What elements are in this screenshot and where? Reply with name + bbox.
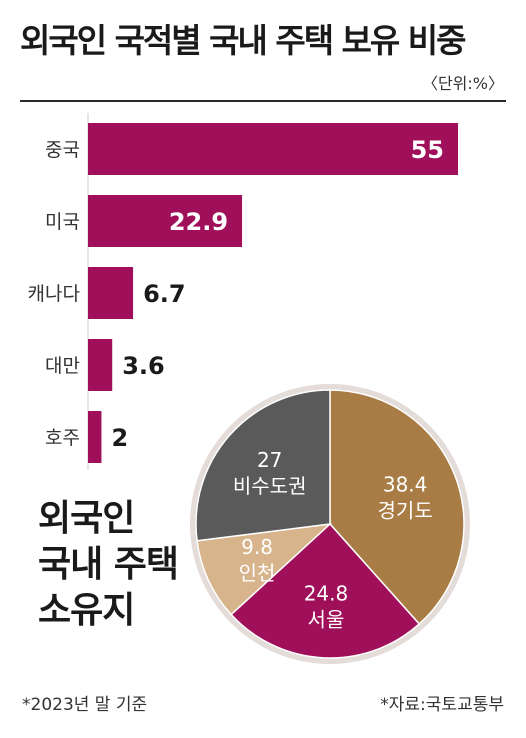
bar-chart: 중국 55 미국 22.9 캐나다 6.7 대만 3.6 호주 2	[28, 113, 458, 470]
pie-slice-value: 24.8	[304, 581, 349, 605]
bar-category-label: 호주	[45, 427, 80, 449]
pie-slice	[329, 389, 465, 626]
bar-value-label: 2	[111, 424, 128, 452]
title-divider	[20, 100, 506, 102]
pie-slice-label: 경기도	[378, 498, 433, 522]
pie-caption-line-3: 소유지	[38, 590, 135, 631]
bar-category-label: 캐나다	[28, 283, 80, 305]
bar-category-label: 미국	[45, 211, 80, 233]
pie-caption: 외국인 국내 주택 소유지	[38, 496, 179, 634]
source-note: *자료:국토교통부	[380, 695, 504, 715]
bar-category-label: 중국	[45, 139, 80, 161]
bar	[88, 195, 243, 247]
bar-value-label: 6.7	[143, 280, 186, 308]
pie-slice-value: 9.8	[241, 535, 273, 559]
bar	[88, 267, 134, 319]
pie-slice-value: 38.4	[383, 472, 428, 496]
bar-value-label: 22.9	[169, 208, 228, 236]
footnote: *2023년 말 기준	[22, 695, 148, 715]
pie-slice-value: 27	[257, 448, 282, 472]
pie-slice-label: 인천	[239, 561, 276, 585]
pie-slice	[230, 522, 421, 659]
bar	[88, 339, 113, 391]
pie-slice-label: 서울	[308, 607, 345, 631]
bar-category-label: 대만	[45, 355, 80, 377]
bar-value-label: 3.6	[122, 352, 165, 380]
bar	[88, 411, 102, 463]
bar	[88, 123, 458, 175]
pie-caption-line-2: 국내 주택	[38, 544, 179, 585]
unit-label: 〈단위:%〉	[421, 74, 504, 93]
pie-slice	[196, 522, 333, 616]
pie-slice-label: 비수도권	[233, 474, 307, 498]
pie-slice	[195, 389, 331, 542]
bar-value-label: 55	[411, 136, 444, 164]
chart-title: 외국인 국적별 국내 주택 보유 비중	[20, 21, 466, 60]
pie-caption-line-1: 외국인	[38, 498, 135, 539]
